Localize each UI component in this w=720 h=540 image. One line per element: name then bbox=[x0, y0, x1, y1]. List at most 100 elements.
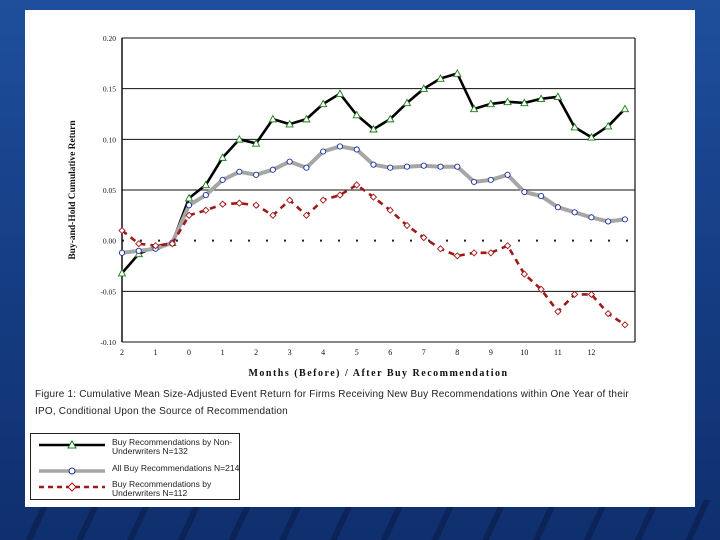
data-point-all bbox=[269, 166, 276, 173]
data-point-underwriters bbox=[503, 242, 512, 250]
data-point-non-underwriters bbox=[419, 84, 429, 92]
data-point-non-underwriters bbox=[385, 114, 395, 123]
data-point-non-underwriters bbox=[218, 153, 227, 161]
data-point-all bbox=[554, 204, 561, 211]
data-point-all bbox=[571, 209, 578, 216]
data-point-underwriters bbox=[604, 309, 612, 318]
data-point-non-underwriters bbox=[603, 121, 613, 130]
data-point-underwriters bbox=[470, 249, 478, 257]
series-line-non-underwriters bbox=[121, 72, 626, 274]
y-tick-label: 0.05 bbox=[103, 186, 116, 195]
data-point-all bbox=[605, 218, 612, 225]
legend-item-non-underwriters: Buy Recommendations by Non- Underwriters… bbox=[37, 438, 237, 458]
data-point-underwriters bbox=[587, 290, 596, 299]
data-point-underwriters bbox=[202, 206, 210, 214]
data-point-non-underwriters bbox=[302, 114, 311, 123]
legend-label-all: All Buy Recommendations N=214 bbox=[112, 463, 240, 473]
y-axis-label: Buy-and-Hold Cumulative Return bbox=[68, 120, 78, 260]
x-tick-label: 7 bbox=[422, 348, 426, 357]
x-tick-label: 4 bbox=[321, 348, 325, 357]
x-tick-label: 5 bbox=[355, 348, 359, 357]
data-point-all bbox=[621, 216, 628, 223]
data-point-underwriters bbox=[436, 245, 445, 253]
y-tick-label: 0.20 bbox=[103, 34, 116, 43]
data-point-underwriters bbox=[151, 242, 160, 250]
data-point-non-underwriters bbox=[436, 74, 445, 82]
data-point-all bbox=[403, 163, 411, 170]
x-tick-label: 3 bbox=[288, 348, 292, 357]
data-point-all bbox=[236, 168, 243, 175]
legend-item-underwriters: Buy Recommendations by Underwriters N=11… bbox=[37, 480, 237, 500]
data-point-non-underwriters bbox=[553, 92, 563, 101]
data-point-underwriters bbox=[403, 221, 411, 230]
series-line-underwriters bbox=[121, 183, 626, 326]
data-point-underwriters bbox=[571, 290, 579, 299]
data-point-underwriters bbox=[353, 181, 361, 189]
x-tick-label: 9 bbox=[489, 348, 493, 357]
data-point-non-underwriters bbox=[369, 124, 378, 133]
data-point-underwriters bbox=[302, 211, 311, 219]
data-point-underwriters bbox=[218, 200, 227, 208]
x-tick-label: 0 bbox=[187, 348, 191, 357]
data-point-all bbox=[387, 164, 394, 171]
data-point-underwriters bbox=[520, 270, 528, 278]
data-point-underwriters bbox=[386, 206, 394, 214]
legend-label-non-underwriters-2: Underwriters N=132 bbox=[112, 446, 188, 456]
data-point-non-underwriters bbox=[268, 114, 278, 123]
data-point-underwriters bbox=[554, 307, 562, 316]
legend-swatch-underwriters bbox=[39, 482, 105, 492]
y-tick-label: -0.10 bbox=[100, 338, 116, 347]
data-point-all bbox=[135, 247, 142, 254]
data-point-non-underwriters bbox=[570, 122, 579, 131]
legend-swatch-non-underwriters bbox=[39, 440, 105, 449]
data-point-non-underwriters bbox=[536, 94, 546, 103]
data-point-non-underwriters bbox=[285, 119, 294, 128]
data-point-all bbox=[186, 202, 193, 209]
x-tick-label: 2 bbox=[120, 348, 124, 357]
data-point-non-underwriters bbox=[117, 268, 127, 277]
data-point-non-underwriters bbox=[486, 99, 496, 108]
data-point-non-underwriters bbox=[318, 99, 328, 108]
data-point-underwriters bbox=[135, 240, 143, 248]
data-point-underwriters bbox=[420, 233, 428, 242]
data-point-underwriters bbox=[269, 211, 277, 219]
data-point-all bbox=[320, 148, 327, 155]
data-point-all bbox=[504, 171, 511, 178]
legend-swatch-all bbox=[39, 467, 105, 475]
data-point-all bbox=[420, 162, 427, 169]
data-point-non-underwriters bbox=[620, 104, 630, 113]
data-point-underwriters bbox=[537, 285, 545, 293]
data-point-all bbox=[521, 188, 528, 196]
y-tick-label: -0.05 bbox=[100, 287, 116, 296]
x-tick-label: 1 bbox=[154, 348, 158, 357]
data-point-non-underwriters bbox=[402, 98, 412, 107]
data-point-underwriters bbox=[336, 191, 344, 199]
data-point-all bbox=[454, 163, 461, 170]
data-point-non-underwriters bbox=[201, 180, 211, 189]
line-chart: -0.10-0.050.000.050.100.150.202 1 0 1 2 3 4 5 6 7… bbox=[68, 34, 636, 379]
data-point-all bbox=[370, 161, 377, 168]
data-point-underwriters bbox=[118, 226, 126, 235]
chart-legend: Buy Recommendations by Non- Underwriters… bbox=[30, 433, 240, 500]
data-point-underwriters bbox=[252, 201, 260, 209]
legend-label-non-underwriters-1: Buy Recommendations by Non- bbox=[112, 437, 233, 447]
data-point-non-underwriters bbox=[352, 110, 361, 119]
x-tick-label: 10 bbox=[520, 348, 528, 357]
caption-line-1: Figure 1: Cumulative Mean Size-Adjusted … bbox=[35, 389, 629, 400]
legend-item-all: All Buy Recommendations N=214 bbox=[37, 464, 239, 476]
data-point-non-underwriters bbox=[520, 98, 529, 107]
data-point-underwriters bbox=[319, 196, 327, 204]
data-point-non-underwriters bbox=[335, 89, 345, 97]
data-point-underwriters bbox=[168, 240, 176, 248]
y-tick-label: 0.15 bbox=[103, 85, 116, 94]
data-point-all bbox=[253, 171, 260, 178]
data-point-all bbox=[353, 146, 360, 153]
data-point-non-underwriters bbox=[587, 132, 596, 141]
data-point-all bbox=[286, 158, 293, 165]
x-axis-label: Months (Before) / After Buy Recommendati… bbox=[248, 368, 508, 379]
data-point-underwriters bbox=[453, 252, 461, 260]
data-point-non-underwriters bbox=[503, 97, 512, 106]
x-tick-label: 12 bbox=[587, 348, 595, 357]
data-point-all bbox=[487, 176, 494, 183]
data-point-all bbox=[437, 163, 444, 170]
